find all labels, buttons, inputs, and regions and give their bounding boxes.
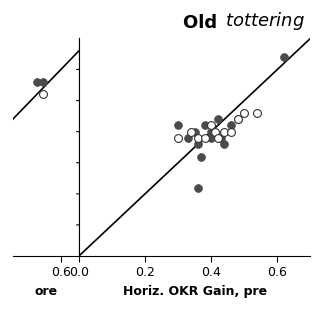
Point <box>209 123 214 128</box>
Point <box>255 110 260 116</box>
Point <box>196 185 201 190</box>
Point <box>209 135 214 140</box>
Point <box>196 141 201 147</box>
Point <box>215 117 220 122</box>
Point <box>186 135 191 140</box>
Point <box>202 123 207 128</box>
Point <box>40 79 45 84</box>
Point <box>222 129 227 134</box>
Point <box>235 117 240 122</box>
Point <box>199 154 204 159</box>
Point <box>40 92 45 97</box>
Point <box>189 129 194 134</box>
Point <box>228 123 234 128</box>
Point <box>176 123 181 128</box>
Point <box>242 110 247 116</box>
Point <box>192 129 197 134</box>
Text: Old: Old <box>183 14 223 32</box>
Point <box>196 135 201 140</box>
Text: $\it{tottering}$: $\it{tottering}$ <box>225 10 305 32</box>
Point <box>212 129 217 134</box>
X-axis label: ore: ore <box>34 285 57 298</box>
Point <box>222 141 227 147</box>
Point <box>34 79 39 84</box>
X-axis label: Horiz. OKR Gain, pre: Horiz. OKR Gain, pre <box>123 285 267 298</box>
Point <box>228 129 234 134</box>
Point <box>235 117 240 122</box>
Point <box>209 129 214 134</box>
Point <box>215 135 220 140</box>
Point <box>219 135 224 140</box>
Point <box>202 135 207 140</box>
Point <box>176 135 181 140</box>
Point <box>281 54 286 60</box>
